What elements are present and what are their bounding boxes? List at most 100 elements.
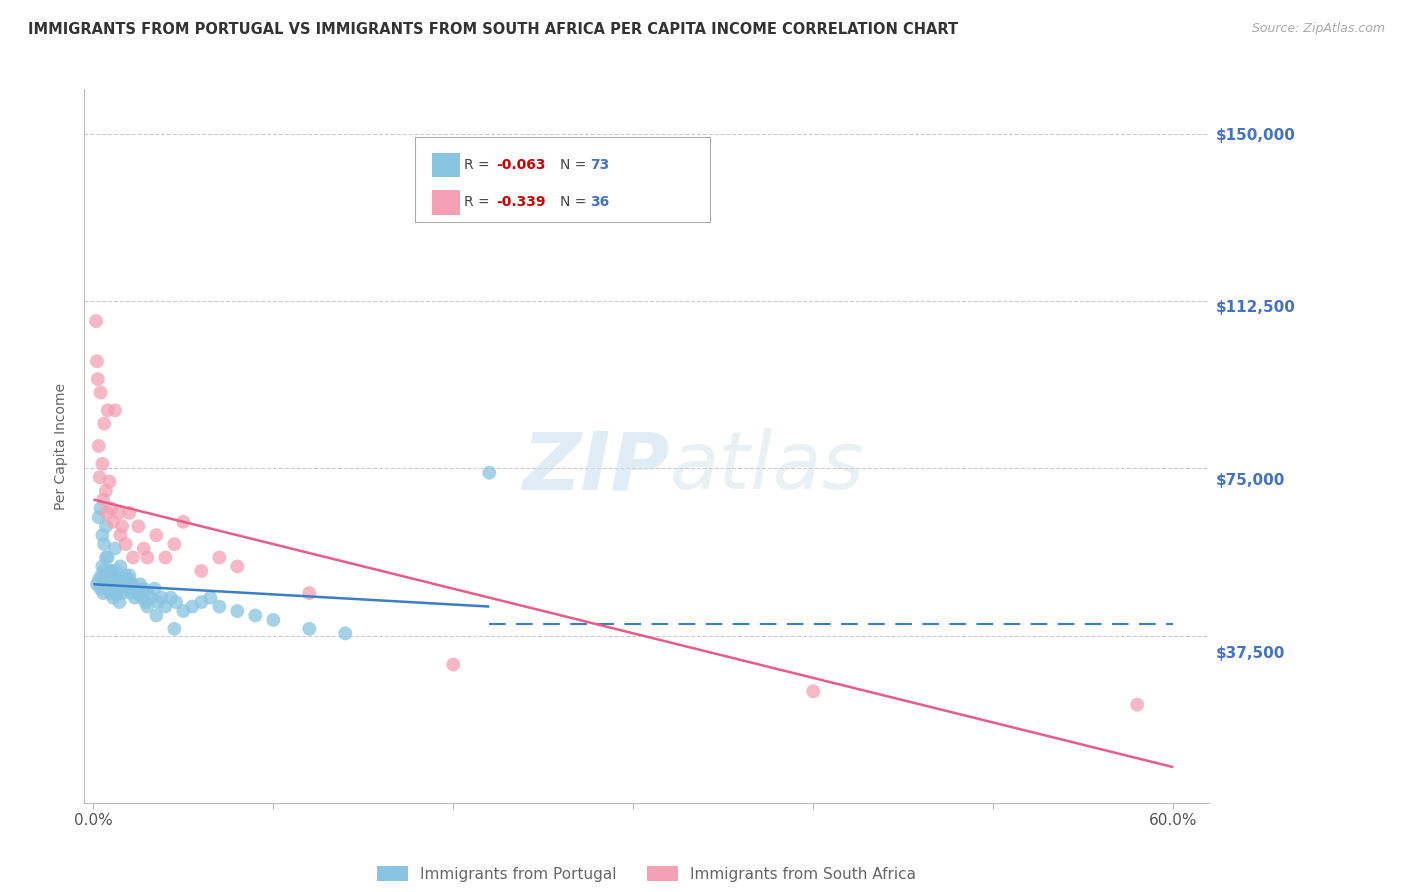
Point [110,559,132,574]
Point [165,595,187,609]
Text: $112,500: $112,500 [1216,301,1296,316]
Point [124,591,146,605]
Point [105,586,128,600]
Point [87,510,110,524]
Point [86,354,108,368]
Point [117,582,139,596]
Text: 36: 36 [591,195,610,210]
Point [91,586,114,600]
Point [172,604,194,618]
Point [118,506,141,520]
Point [118,568,141,582]
Point [98,573,121,587]
Point [208,550,231,565]
Point [94,573,117,587]
Point [136,550,159,565]
Text: R =: R = [464,158,494,171]
Point [131,591,153,605]
Point [163,537,186,551]
Point [97,582,120,596]
Point [478,466,501,480]
Point [155,550,177,565]
Point [90,385,112,400]
Point [87,372,110,386]
Y-axis label: Per Capita Income: Per Capita Income [55,383,69,509]
Point [245,608,267,623]
Point [132,541,155,556]
Point [129,577,152,591]
Point [110,577,132,591]
Point [107,582,129,596]
Legend: Immigrants from Portugal, Immigrants from South Africa: Immigrants from Portugal, Immigrants fro… [371,860,922,888]
Text: ZIP: ZIP [522,428,669,507]
Text: 73: 73 [591,158,610,171]
Point [98,475,121,489]
Point [100,564,122,578]
Point [107,573,129,587]
Point [89,470,111,484]
Point [90,501,112,516]
Point [127,519,149,533]
Point [104,541,127,556]
Text: -0.339: -0.339 [496,195,546,210]
Point [100,564,122,578]
Point [190,595,212,609]
Point [139,591,162,605]
Point [127,586,149,600]
Point [159,591,181,605]
Point [91,528,114,542]
Point [94,550,117,565]
Point [298,622,321,636]
Point [163,622,186,636]
Point [107,506,129,520]
Point [441,657,464,672]
Point [150,591,173,605]
Text: -0.063: -0.063 [496,158,546,171]
Point [104,577,127,591]
Point [104,403,127,417]
Point [110,528,132,542]
Point [226,559,249,574]
Point [90,568,112,582]
Point [100,586,122,600]
Point [801,684,824,698]
Text: N =: N = [560,158,591,171]
Point [181,599,204,614]
Point [118,573,141,587]
Point [97,568,120,582]
Text: $37,500: $37,500 [1216,646,1285,661]
Point [87,573,110,587]
Point [90,582,112,596]
Point [132,582,155,596]
Point [94,519,117,533]
Point [335,626,357,640]
Point [208,599,231,614]
Point [108,595,131,609]
Point [200,591,222,605]
Point [100,501,122,516]
Point [136,586,159,600]
Point [114,577,136,591]
Point [122,550,145,565]
Point [172,515,194,529]
Point [91,492,114,507]
Text: atlas: atlas [669,428,865,507]
Text: $75,000: $75,000 [1216,473,1285,488]
Point [111,586,134,600]
Point [125,582,148,596]
Point [104,564,127,578]
Point [112,573,135,587]
Point [96,577,118,591]
Text: N =: N = [560,195,591,210]
Point [91,559,114,574]
Point [111,519,134,533]
Point [114,537,136,551]
Point [127,586,149,600]
Point [97,550,120,565]
Point [190,564,212,578]
Text: Source: ZipAtlas.com: Source: ZipAtlas.com [1251,22,1385,36]
Point [87,439,110,453]
Point [101,515,124,529]
Point [298,586,321,600]
Point [146,595,169,609]
